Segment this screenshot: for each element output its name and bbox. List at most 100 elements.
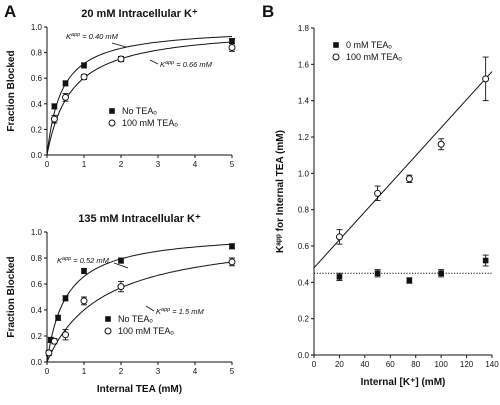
kapp-annotation: Kapp = 0.40 mM (66, 32, 119, 41)
legend-entry: 100 mM TEAₒ (122, 118, 178, 128)
x-tick-label: 2 (119, 160, 124, 169)
panel-label-b: B (262, 2, 274, 21)
chart-title: 20 mM Intracellular K⁺ (81, 8, 198, 20)
data-point-square (374, 270, 381, 277)
panel-label-a: A (4, 2, 16, 21)
y-axis-label: Fraction Blocked (6, 50, 17, 131)
data-point-square (81, 62, 87, 69)
x-axis-label: Internal TEA (mM) (97, 384, 182, 395)
legend-entry: 100 mM TEAₒ (346, 52, 402, 62)
kapp-annotation: Kapp = 0.52 mM (57, 256, 110, 265)
y-tick-label: 0.2 (31, 332, 43, 341)
kapp-superscript: app (165, 60, 174, 66)
data-point-circle (50, 115, 58, 123)
x-tick-label: 140 (485, 360, 499, 369)
y-axis-label: Kᵃᵖᵖ for Internal TEA (mM) (275, 130, 286, 253)
x-tick-label: 4 (193, 367, 198, 376)
legend-marker-circle (108, 119, 116, 127)
legend-marker-square (333, 42, 339, 48)
x-tick-label: 120 (460, 360, 474, 369)
y-tick-label: 0.0 (31, 358, 43, 367)
x-tick-label: 4 (193, 160, 198, 169)
kapp-superscript: app (161, 307, 170, 313)
x-tick-label: 0 (45, 367, 50, 376)
data-point-circle (437, 140, 445, 148)
chart-A-bottom: 0 1 2 3 4 5 0.0 0.2 0.4 0.6 0.8 1.0 135 mM Intracell… (6, 213, 236, 395)
kapp-superscript: app (71, 32, 80, 38)
data-point-square (229, 38, 235, 44)
data-point-square (51, 103, 58, 110)
data-point-circle (228, 258, 236, 266)
y-tick-label: 0.4 (298, 278, 310, 287)
y-tick-label: 0.4 (31, 306, 43, 315)
data-point-circle (482, 75, 490, 83)
y-tick-label: 0.0 (298, 351, 310, 360)
x-tick-label: 5 (230, 367, 235, 376)
data-point-square (81, 268, 87, 274)
kapp-pointer (149, 59, 159, 65)
data-point-circle (80, 73, 88, 81)
data-point-circle (228, 43, 236, 51)
y-tick-label: 1.0 (31, 228, 43, 237)
x-tick-label: 20 (335, 360, 344, 369)
y-tick-label: 0.6 (298, 242, 310, 251)
data-point-circle (117, 283, 125, 291)
y-tick-label: 1.4 (298, 97, 310, 106)
y-tick-label: 0.8 (31, 49, 43, 58)
chart-B: 0 20 40 60 80 100 120 140 0.0 0.2 0.4 0.6 0.8 1.0 1.2 1… (275, 24, 499, 388)
data-point-square (62, 80, 69, 87)
x-tick-label: 100 (434, 360, 448, 369)
x-tick-label: 0 (312, 360, 317, 369)
legend-marker-circle (332, 53, 340, 61)
y-tick-label: 0.6 (31, 280, 43, 289)
chart-A-top: 0 1 2 3 4 5 0.0 0.2 0.4 0.6 0.8 1.0 20 mM Intracellu… (6, 8, 236, 169)
x-tick-label: 1 (82, 367, 87, 376)
x-axis-label: Internal [K⁺] (mM) (361, 377, 446, 388)
x-tick-label: 3 (156, 160, 161, 169)
data-point-square (55, 315, 61, 321)
legend-marker-circle (104, 327, 112, 335)
y-tick-label: 0.8 (298, 206, 310, 215)
x-tick-label: 1 (82, 160, 87, 169)
y-axis-label: Fraction Blocked (6, 256, 17, 337)
x-tick-label: 3 (156, 367, 161, 376)
y-tick-label: 1.2 (298, 133, 310, 142)
data-point-circle (62, 93, 69, 101)
data-point-square (482, 257, 489, 264)
kapp-superscript: app (62, 256, 71, 262)
fit-curve (46, 36, 233, 156)
fit-line (313, 71, 493, 269)
legend-entry: No TEAₒ (122, 106, 157, 116)
legend-entry: No TEAₒ (118, 314, 153, 324)
y-tick-label: 1.8 (298, 24, 310, 33)
y-tick-label: 0.4 (31, 100, 43, 109)
kapp-value: = 0.66 mM (174, 60, 212, 69)
y-tick-label: 1.0 (298, 169, 310, 178)
data-point-square (62, 295, 69, 302)
data-point-circle (117, 55, 125, 63)
data-point-circle (405, 175, 413, 183)
y-tick-label: 0.2 (298, 315, 310, 324)
data-point-circle (80, 297, 88, 305)
y-tick-label: 1.6 (298, 60, 310, 69)
x-tick-label: 0 (45, 160, 50, 169)
x-tick-label: 80 (411, 360, 420, 369)
fit-curve (46, 243, 233, 363)
legend-marker-square (105, 316, 111, 322)
kapp-pointer (145, 305, 155, 312)
data-point-circle (335, 233, 343, 241)
data-point-square (229, 243, 235, 250)
kapp-pointer (113, 262, 129, 269)
data-point-square (438, 270, 444, 277)
x-tick-label: 60 (386, 360, 395, 369)
kapp-pointer (111, 42, 127, 48)
x-tick-label: 2 (119, 367, 124, 376)
y-tick-label: 0.6 (31, 74, 43, 83)
legend-marker-square (109, 108, 115, 114)
fit-curve (46, 41, 233, 156)
chart-title: 135 mM Intracellular K⁺ (78, 213, 201, 225)
data-point-square (336, 274, 343, 280)
kapp-symbol: K (57, 256, 63, 265)
y-tick-label: 0.8 (31, 254, 43, 263)
